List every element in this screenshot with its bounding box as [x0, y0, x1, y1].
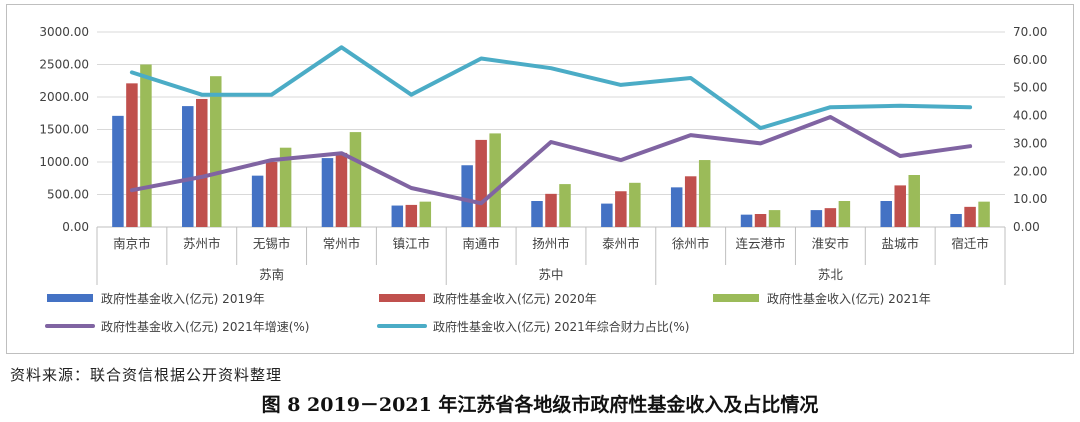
- category-label: 徐州市: [672, 236, 710, 251]
- bar: [601, 203, 613, 227]
- series-line: [129, 115, 973, 206]
- bar: [251, 175, 264, 227]
- bar: [210, 76, 222, 227]
- series-line: [129, 45, 973, 131]
- bar: [838, 201, 851, 227]
- group-label: 苏南: [259, 267, 284, 282]
- bar: [182, 106, 194, 227]
- bar: [126, 83, 138, 227]
- bar: [461, 165, 473, 227]
- bar: [321, 158, 334, 227]
- category-label: 南京市: [113, 236, 151, 251]
- bar: [559, 184, 571, 227]
- legend-swatch: [379, 294, 425, 302]
- category-label: 淮安市: [812, 236, 850, 251]
- right-tick-label: 40.00: [1013, 109, 1047, 123]
- bars: [112, 64, 990, 227]
- bar: [196, 98, 208, 227]
- category-label: 盐城市: [881, 236, 919, 251]
- bar: [391, 205, 404, 227]
- right-tick-label: 30.00: [1013, 136, 1047, 150]
- bar: [545, 193, 557, 227]
- legend-swatch: [47, 294, 93, 302]
- axis-labels: 0.00 500.00 1000.00 1500.00 2000.00 2500.00 30…: [39, 25, 1047, 282]
- left-tick-label: 3000.00: [39, 25, 89, 39]
- left-tick-label: 1500.00: [39, 123, 89, 137]
- category-label: 苏州市: [183, 236, 221, 251]
- bar: [740, 214, 753, 227]
- category-label: 镇江市: [393, 236, 431, 251]
- bar: [475, 139, 487, 227]
- legend-label: 政府性基金收入(亿元) 2019年: [101, 291, 265, 306]
- category-label: 无锡市: [253, 236, 291, 251]
- chart-svg: 0.00 500.00 1000.00 1500.00 2000.00 2500.00 30…: [39, 25, 1047, 334]
- bar: [754, 214, 767, 227]
- bar: [489, 133, 501, 227]
- bar: [670, 187, 683, 227]
- left-tick-label: 2000.00: [39, 90, 89, 104]
- legend-label: 政府性基金收入(亿元) 2020年: [433, 291, 597, 306]
- bar: [405, 204, 418, 227]
- left-tick-label: 2500.00: [39, 58, 89, 72]
- bar: [112, 115, 124, 227]
- axes: [96, 226, 1006, 285]
- bar: [894, 185, 906, 227]
- bar: [810, 210, 823, 227]
- bar: [279, 147, 292, 227]
- bar: [335, 152, 348, 227]
- bar: [964, 206, 976, 227]
- category-label: 南通市: [462, 236, 500, 251]
- bar: [698, 160, 711, 227]
- left-tick-label: 500.00: [47, 188, 89, 202]
- category-label: 泰州市: [602, 236, 640, 251]
- category-label: 宿迁市: [951, 236, 989, 251]
- left-tick-label: 0.00: [62, 220, 89, 234]
- bar: [768, 210, 781, 227]
- lines: [129, 45, 973, 206]
- legend-label: 政府性基金收入(亿元) 2021年综合财力占比(%): [433, 319, 689, 334]
- bar: [684, 176, 697, 227]
- category-label: 扬州市: [532, 236, 570, 251]
- legend-label: 政府性基金收入(亿元) 2021年: [767, 291, 931, 306]
- bar: [908, 175, 920, 227]
- bar: [629, 182, 641, 227]
- chart-frame: 0.00 500.00 1000.00 1500.00 2000.00 2500.00 30…: [6, 4, 1074, 354]
- bar: [140, 64, 152, 227]
- gridlines: [97, 31, 1005, 228]
- legend: 政府性基金收入(亿元) 2019年 政府性基金收入(亿元) 2020年 政府性基金收…: [45, 291, 931, 334]
- legend-label: 政府性基金收入(亿元) 2021年增速(%): [101, 319, 309, 334]
- category-label: 连云港市: [736, 236, 786, 251]
- right-tick-label: 60.00: [1013, 53, 1047, 67]
- bar: [824, 208, 837, 227]
- bar: [615, 191, 627, 227]
- bar: [978, 201, 990, 227]
- bar: [349, 132, 362, 227]
- bar: [265, 162, 278, 227]
- right-tick-label: 50.00: [1013, 81, 1047, 95]
- right-tick-label: 0.00: [1013, 220, 1040, 234]
- bar: [531, 201, 543, 227]
- left-tick-label: 1000.00: [39, 155, 89, 169]
- figure-caption: 图 8 2019－2021 年江苏省各地级市政府性基金收入及占比情况: [261, 394, 819, 416]
- group-label: 苏中: [538, 267, 563, 282]
- category-label: 常州市: [323, 236, 361, 251]
- bar: [880, 201, 892, 227]
- right-tick-label: 10.00: [1013, 192, 1047, 206]
- source-note: 资料来源：联合资信根据公开资料整理: [10, 366, 283, 384]
- right-tick-label: 20.00: [1013, 164, 1047, 178]
- bar: [419, 201, 432, 227]
- group-label: 苏北: [818, 267, 844, 282]
- legend-swatch: [713, 294, 759, 302]
- right-tick-label: 70.00: [1013, 25, 1047, 39]
- bar: [950, 214, 962, 227]
